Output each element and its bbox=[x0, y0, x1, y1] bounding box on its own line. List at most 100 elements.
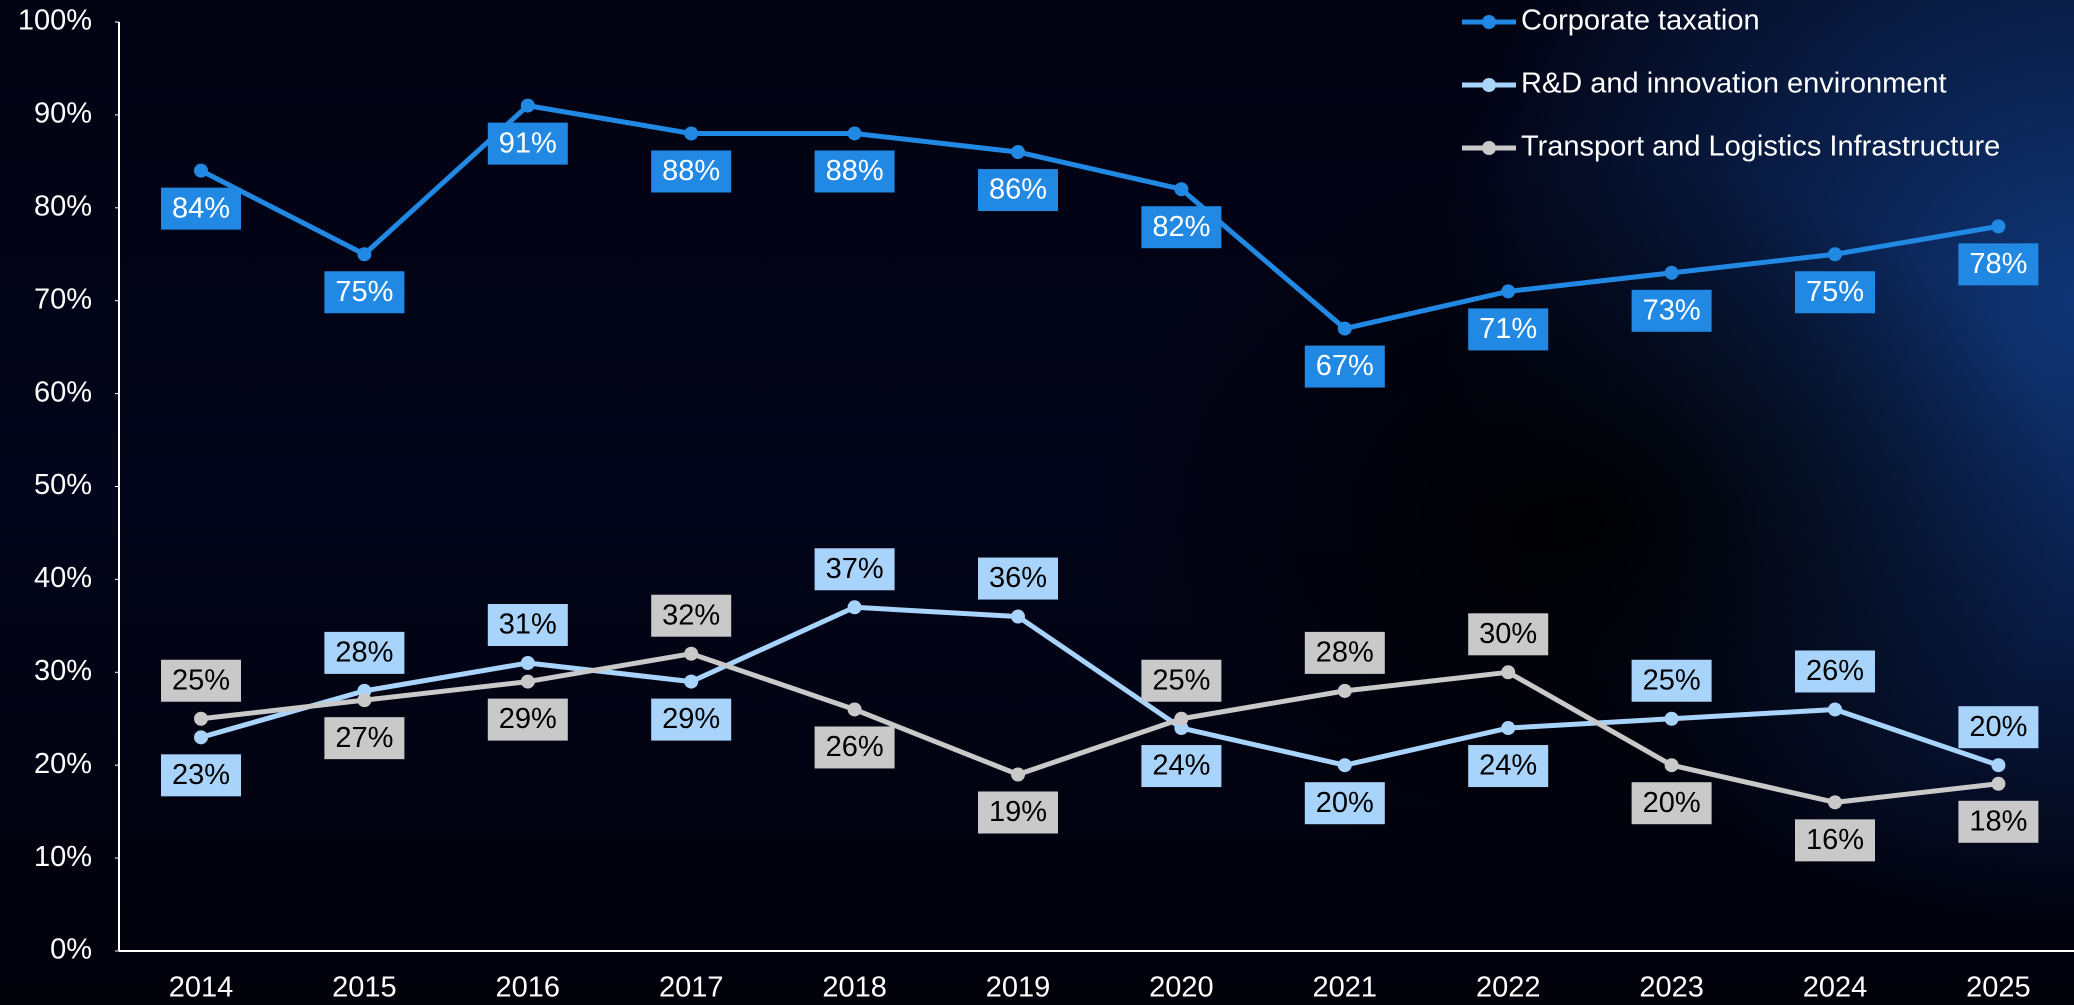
x-tick-label: 2018 bbox=[822, 972, 887, 1004]
marker bbox=[1011, 767, 1025, 782]
y-tick-label: 10% bbox=[34, 841, 92, 873]
marker bbox=[1991, 758, 2006, 773]
x-tick-label: 2014 bbox=[169, 972, 234, 1004]
marker bbox=[1011, 145, 1025, 160]
marker bbox=[1828, 247, 1842, 262]
series-line bbox=[200, 604, 2000, 768]
data-label-box bbox=[1141, 206, 1222, 249]
marker bbox=[194, 730, 208, 745]
x-tick-label: 2020 bbox=[1149, 972, 1214, 1004]
data-label: 78% bbox=[1969, 248, 2027, 280]
data-label: 24% bbox=[1152, 750, 1210, 782]
data-label: 25% bbox=[172, 664, 230, 696]
marker bbox=[520, 656, 535, 671]
data-label-box bbox=[161, 659, 241, 702]
data-label: 73% bbox=[1643, 294, 1701, 326]
legend-label: Transport and Logistics Infrastructure bbox=[1521, 131, 2000, 163]
marker bbox=[847, 600, 862, 615]
data-label: 20% bbox=[1643, 787, 1701, 819]
data-label-box bbox=[1631, 782, 1712, 825]
data-label-box bbox=[324, 271, 405, 314]
marker bbox=[1828, 795, 1842, 810]
legend-marker bbox=[1482, 78, 1496, 92]
data-label: 25% bbox=[1643, 664, 1701, 696]
marker bbox=[1337, 758, 1352, 773]
x-tick-label: 2023 bbox=[1639, 972, 1704, 1004]
data-label: 20% bbox=[1969, 711, 2027, 743]
data-label-box bbox=[487, 698, 568, 741]
marker bbox=[684, 646, 699, 661]
marker bbox=[1664, 265, 1679, 280]
y-tick-label: 50% bbox=[34, 469, 92, 501]
marker bbox=[684, 674, 699, 689]
data-label: 88% bbox=[826, 155, 884, 187]
data-label-box bbox=[978, 791, 1058, 834]
y-tick-label: 70% bbox=[34, 283, 92, 315]
data-label-box bbox=[487, 122, 568, 165]
data-label: 75% bbox=[1806, 276, 1864, 308]
data-label-box bbox=[487, 604, 568, 647]
data-label-box bbox=[978, 557, 1058, 600]
data-label: 18% bbox=[1969, 805, 2027, 837]
data-label: 88% bbox=[662, 155, 720, 187]
data-label-box bbox=[1958, 706, 2039, 749]
data-label-box bbox=[1631, 659, 1712, 702]
marker bbox=[1664, 758, 1679, 773]
marker bbox=[1501, 284, 1516, 299]
marker bbox=[847, 126, 862, 141]
y-tick-label: 60% bbox=[34, 376, 92, 408]
marker bbox=[1501, 665, 1516, 680]
data-label: 29% bbox=[662, 703, 720, 735]
x-tick-label: 2022 bbox=[1476, 972, 1541, 1004]
data-label: 19% bbox=[989, 796, 1047, 828]
data-label-box bbox=[651, 594, 732, 637]
legend-label: Corporate taxation bbox=[1521, 5, 1760, 37]
marker bbox=[520, 98, 535, 113]
data-label-box bbox=[1304, 345, 1385, 388]
marker bbox=[847, 702, 862, 717]
x-tick-label: 2025 bbox=[1966, 972, 2031, 1004]
data-label: 27% bbox=[335, 722, 393, 754]
data-label: 91% bbox=[499, 127, 557, 159]
data-label: 82% bbox=[1152, 211, 1210, 243]
data-label-box bbox=[1795, 271, 1875, 314]
data-label-box bbox=[324, 717, 405, 760]
data-label: 23% bbox=[172, 759, 230, 791]
y-tick-label: 80% bbox=[34, 190, 92, 222]
y-tick-label: 20% bbox=[34, 748, 92, 780]
data-label-box bbox=[1304, 631, 1385, 674]
data-label: 29% bbox=[499, 703, 557, 735]
data-label-box bbox=[1141, 745, 1222, 788]
legend-label: R&D and innovation environment bbox=[1521, 68, 1947, 100]
data-label: 75% bbox=[335, 276, 393, 308]
marker bbox=[520, 674, 535, 689]
data-label-box bbox=[1468, 613, 1549, 656]
y-tick-label: 90% bbox=[34, 98, 92, 130]
data-label-box bbox=[651, 150, 732, 193]
data-label: 36% bbox=[989, 562, 1047, 594]
data-label-box bbox=[814, 726, 895, 769]
data-label-box bbox=[1141, 659, 1222, 702]
data-label: 67% bbox=[1316, 350, 1374, 382]
data-label: 24% bbox=[1479, 750, 1537, 782]
marker bbox=[1337, 321, 1352, 336]
data-label: 86% bbox=[989, 174, 1047, 206]
marker bbox=[1011, 609, 1025, 624]
data-label-box bbox=[814, 548, 895, 591]
data-label-box bbox=[1468, 745, 1549, 788]
data-label-box bbox=[1958, 800, 2039, 843]
x-tick-label: 2024 bbox=[1803, 972, 1868, 1004]
data-label-box bbox=[1304, 782, 1385, 825]
legend-marker bbox=[1482, 15, 1496, 29]
data-label: 30% bbox=[1479, 618, 1537, 650]
data-label: 71% bbox=[1479, 313, 1537, 345]
x-tick-label: 2015 bbox=[332, 972, 397, 1004]
data-label: 84% bbox=[172, 192, 230, 224]
marker bbox=[357, 247, 372, 262]
marker bbox=[194, 711, 208, 726]
data-label-box bbox=[1468, 308, 1549, 351]
legend-marker bbox=[1482, 141, 1496, 155]
data-label-box bbox=[1795, 819, 1875, 862]
marker bbox=[1501, 721, 1516, 736]
